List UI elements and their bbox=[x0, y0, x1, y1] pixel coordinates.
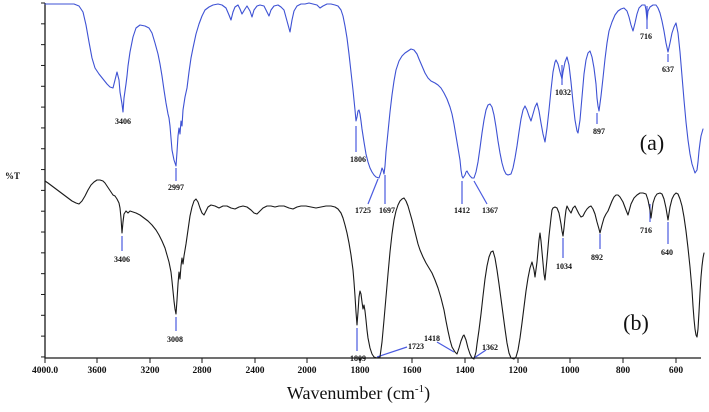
peak-label: 716 bbox=[640, 226, 652, 235]
x-axis-tick-label: 2400 bbox=[246, 366, 265, 376]
series-label-b: (b) bbox=[623, 310, 649, 335]
x-axis-title-close: ) bbox=[424, 383, 431, 403]
x-axis-tick-label: 1600 bbox=[403, 366, 422, 376]
x-axis-tick-label: 600 bbox=[669, 366, 684, 376]
peak-label: 1723 bbox=[408, 342, 424, 351]
peak-label: 716 bbox=[640, 32, 652, 41]
peak-label: 897 bbox=[593, 127, 605, 136]
x-axis-tick-label: 3600 bbox=[88, 366, 107, 376]
x-axis-tick-label: 1800 bbox=[351, 366, 370, 376]
x-axis-tick-label: 2000 bbox=[298, 366, 317, 376]
spectrum-trace-b bbox=[44, 179, 705, 360]
peak-label: 3008 bbox=[167, 335, 183, 344]
peak-label: 892 bbox=[591, 253, 603, 262]
x-axis-tick-label: 1000 bbox=[561, 366, 580, 376]
peak-label: 3406 bbox=[114, 255, 130, 264]
peak-label: 1367 bbox=[482, 206, 498, 215]
x-axis-title-text: Wavenumber (cm bbox=[286, 383, 415, 403]
spectrum-trace-a bbox=[44, 2, 704, 179]
peak-label: 640 bbox=[661, 248, 673, 257]
peak-label: 637 bbox=[662, 65, 674, 74]
x-axis-tick-label: 1400 bbox=[456, 366, 475, 376]
peak-label: 1725 bbox=[355, 206, 371, 215]
peak-label: 3406 bbox=[115, 117, 131, 126]
peak-label: 1034 bbox=[556, 262, 572, 271]
peak-leader-line bbox=[473, 349, 487, 359]
x-axis-tick-label: 4000.0 bbox=[32, 366, 58, 376]
x-axis-tick-label: 800 bbox=[616, 366, 631, 376]
x-axis-tick-label: 3200 bbox=[141, 366, 160, 376]
peak-label: 1809 bbox=[350, 354, 366, 363]
axis-frame bbox=[44, 3, 701, 359]
x-axis-tick-label: 1200 bbox=[509, 366, 528, 376]
peak-leader-line bbox=[367, 178, 379, 205]
peak-label: 1362 bbox=[482, 343, 498, 352]
x-axis-title-superscript: -1 bbox=[414, 383, 425, 395]
peak-label: 1418 bbox=[424, 334, 440, 343]
peak-label: 1032 bbox=[555, 88, 571, 97]
x-axis-title: Wavenumber (cm-1) bbox=[4, 383, 709, 404]
series-label-a: (a) bbox=[640, 130, 664, 155]
x-axis-tick-label: 2800 bbox=[193, 366, 212, 376]
peak-leader-line bbox=[473, 180, 488, 205]
peak-leader-line bbox=[376, 346, 408, 358]
y-axis-label: %T bbox=[5, 171, 21, 181]
peak-leader-line bbox=[436, 341, 455, 353]
peak-label: 2997 bbox=[168, 183, 184, 192]
peak-label: 1806 bbox=[350, 155, 366, 164]
peak-label: 1697 bbox=[379, 206, 395, 215]
peak-label: 1412 bbox=[454, 206, 470, 215]
